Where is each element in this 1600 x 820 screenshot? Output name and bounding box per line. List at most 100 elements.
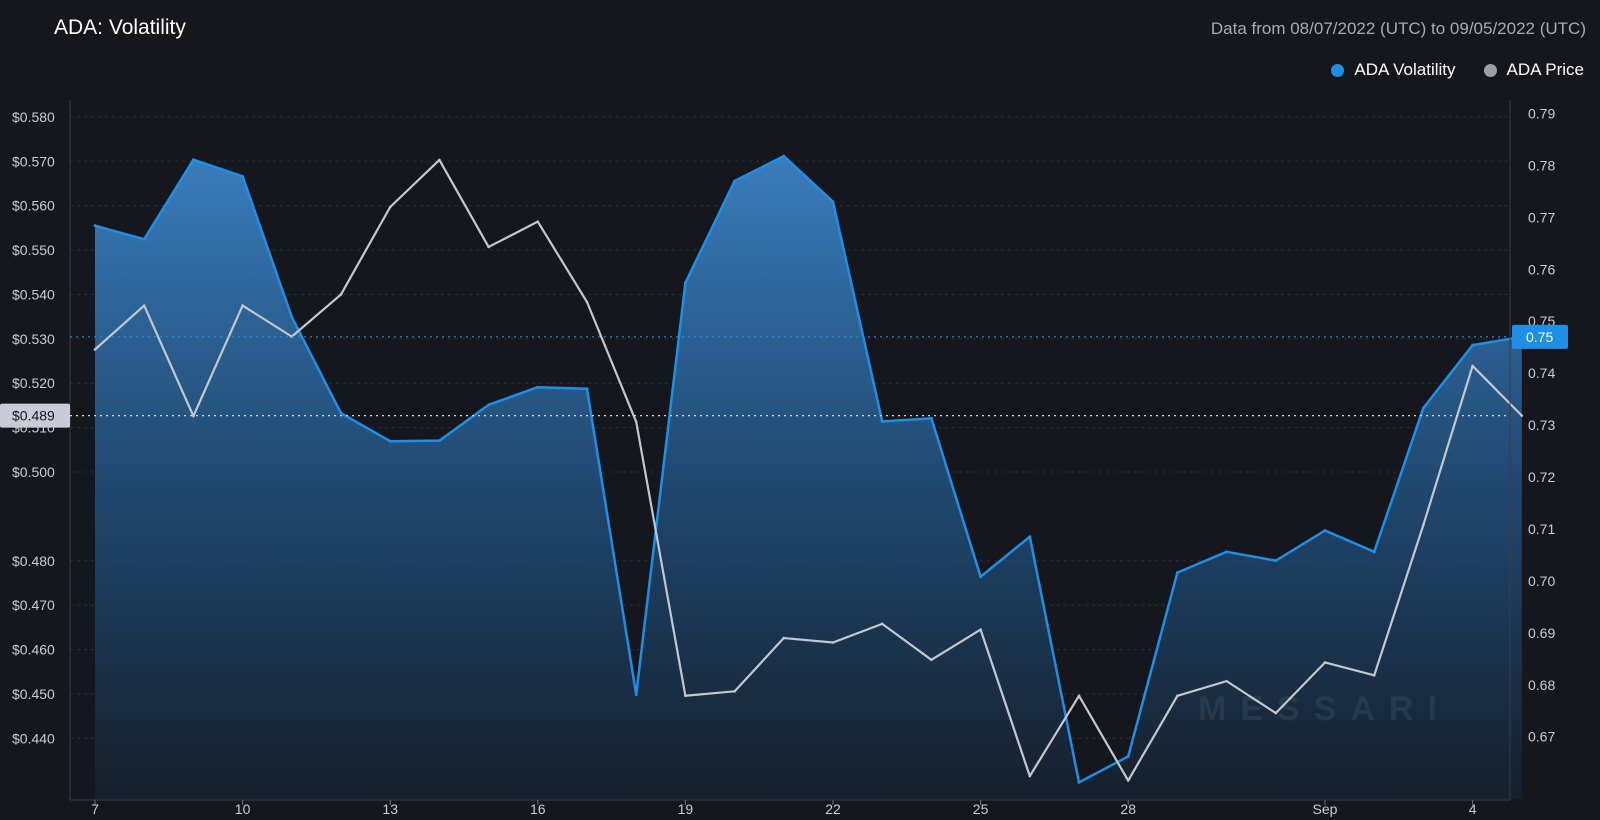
y-right-tick-label: 0.69 — [1528, 625, 1555, 641]
volatility-point — [585, 387, 589, 391]
volatility-line — [94, 154, 1523, 784]
x-tick-label: 19 — [678, 801, 694, 817]
price-point — [388, 205, 392, 209]
price-point — [1422, 523, 1425, 527]
x-tick-label: 28 — [1120, 801, 1136, 817]
volatility-point — [683, 281, 687, 285]
volatility-point — [831, 200, 835, 204]
volatility-point — [1028, 535, 1032, 539]
price-point — [339, 293, 343, 296]
price-point — [1028, 774, 1032, 778]
volatility-point — [1372, 550, 1376, 554]
x-tick-label: 10 — [235, 801, 251, 817]
price-point — [241, 304, 244, 307]
volatility-point — [929, 416, 933, 420]
volatility-point — [487, 403, 491, 407]
legend-dot-volatility — [1331, 63, 1345, 77]
price-point — [1176, 694, 1179, 698]
y-right-tick-label: 0.67 — [1528, 729, 1555, 745]
price-point — [831, 641, 835, 644]
volatility-point — [1225, 550, 1229, 554]
price-point — [733, 690, 736, 693]
y-left-tick-label: $0.560 — [12, 198, 55, 214]
x-tick-label: 22 — [825, 801, 841, 817]
price-point — [1077, 694, 1081, 698]
volatility-point — [437, 439, 441, 443]
y-left-tick-label: $0.480 — [12, 553, 55, 569]
price-point — [1372, 674, 1376, 677]
legend-item-volatility[interactable]: ADA Volatility — [1331, 60, 1456, 80]
price-point — [487, 245, 490, 249]
area-layer — [93, 154, 1524, 799]
volatility-point — [733, 179, 737, 183]
price-point — [1471, 364, 1474, 368]
volatility-point — [634, 693, 638, 697]
price-point — [930, 658, 933, 662]
y-left-tick-label: $0.440 — [12, 730, 55, 746]
y-right-tick-label: 0.76 — [1528, 261, 1555, 277]
volatility-point — [1471, 343, 1475, 347]
y-right-tick-label: 0.77 — [1528, 209, 1555, 225]
y-left-tick-label: $0.500 — [12, 464, 55, 480]
price-point — [634, 420, 638, 424]
x-tick-label: 7 — [91, 801, 99, 817]
price-point — [1274, 711, 1278, 715]
y-left-tick-label: $0.540 — [12, 286, 55, 302]
y-right-tick-label: 0.74 — [1528, 365, 1555, 381]
price-point — [93, 348, 97, 351]
legend-label-price: ADA Price — [1506, 60, 1584, 79]
volatility-point — [782, 154, 786, 158]
volatility-point — [191, 158, 195, 162]
volatility-marker-box — [1512, 324, 1568, 349]
volatility-point — [536, 385, 540, 389]
date-range-label: Data from 08/07/2022 (UTC) to 09/05/2022… — [1210, 19, 1586, 38]
price-point — [1323, 661, 1327, 664]
y-left-tick-label: $0.460 — [12, 642, 55, 658]
volatility-point — [93, 224, 97, 228]
y-left-tick-label: $0.570 — [12, 153, 55, 169]
price-point — [536, 220, 540, 223]
y-right-tick-label: 0.72 — [1528, 469, 1555, 485]
volatility-point — [339, 411, 343, 415]
price-point — [192, 414, 195, 418]
volatility-marker-label: 0.75 — [1526, 329, 1553, 345]
chart-title: ADA: Volatility — [54, 16, 186, 39]
volatility-point — [1274, 559, 1278, 563]
y-left-tick-label: $0.470 — [12, 597, 55, 613]
price-point — [1520, 414, 1524, 417]
y-left-tick-label: $0.530 — [12, 331, 55, 347]
volatility-area — [95, 156, 1522, 799]
x-tick-label: 25 — [973, 801, 989, 817]
legend-dot-price — [1483, 63, 1497, 77]
price-line — [94, 158, 1523, 782]
messari-watermark: MESSARI — [1198, 690, 1451, 728]
x-tick-label: 16 — [530, 801, 546, 817]
legend-label-volatility: ADA Volatility — [1354, 60, 1456, 79]
y-right-tick-label: 0.79 — [1528, 106, 1555, 122]
price-point — [979, 628, 982, 631]
volatility-point — [241, 174, 245, 178]
volatility-point — [880, 419, 884, 423]
y-right-tick-label: 0.68 — [1528, 677, 1555, 693]
volatility-point — [979, 575, 983, 579]
legend-item-price[interactable]: ADA Price — [1483, 60, 1584, 80]
chart-legend: ADA Volatility ADA Price — [1331, 60, 1584, 80]
x-tick-label: 13 — [382, 801, 398, 817]
y-left-tick-label: $0.550 — [12, 242, 55, 258]
price-point — [880, 622, 884, 626]
y-right-tick-label: 0.73 — [1528, 417, 1555, 433]
y-right-tick-label: 0.70 — [1528, 573, 1555, 589]
x-tick-label: Sep — [1313, 801, 1338, 817]
volatility-point — [290, 315, 294, 319]
volatility-point — [1323, 529, 1327, 533]
volatility-point — [1077, 780, 1081, 784]
volatility-point — [1126, 754, 1130, 758]
price-point — [438, 158, 441, 162]
price-point — [684, 694, 687, 698]
volatility-point — [1175, 571, 1179, 575]
volatility-point — [142, 237, 146, 241]
y-left-tick-label: $0.450 — [12, 686, 55, 702]
x-tick-label: 4 — [1469, 801, 1477, 817]
y-left-tick-label: $0.580 — [12, 109, 55, 125]
